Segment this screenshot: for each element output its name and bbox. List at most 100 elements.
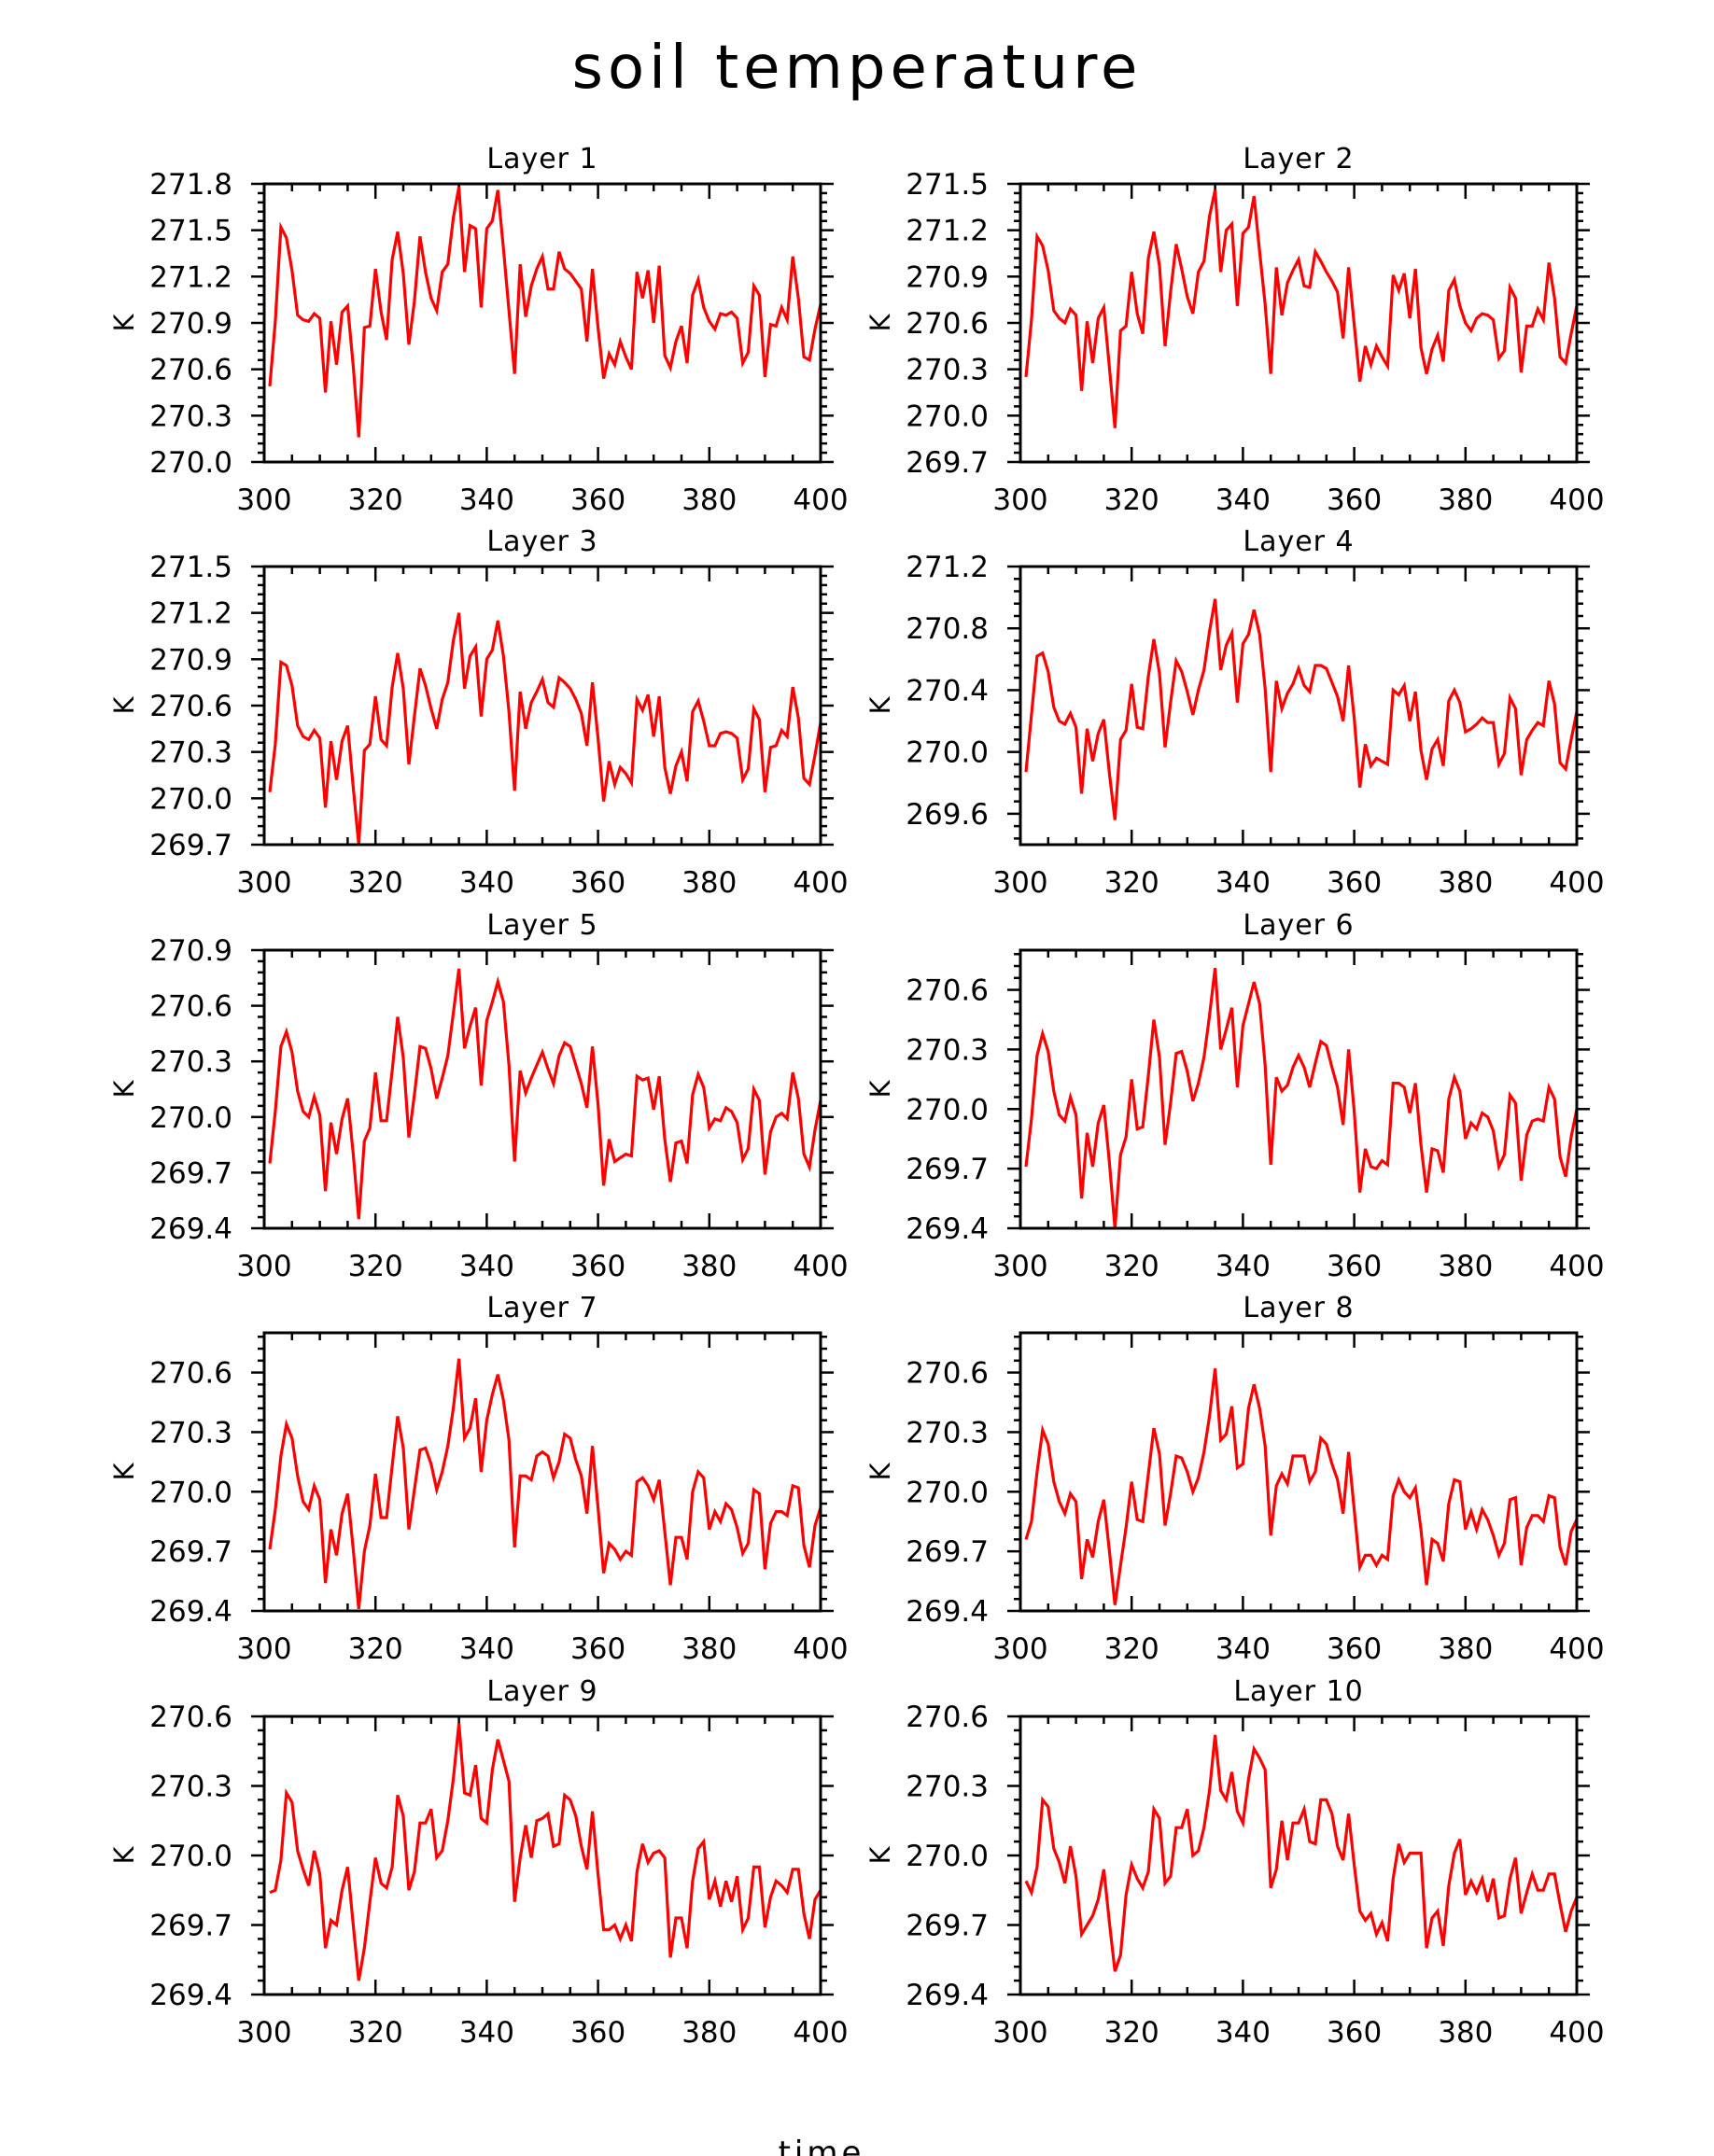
figure-title: soil temperature (572, 34, 1143, 103)
x-tick-label: 400 (1549, 2016, 1604, 2050)
y-tick-label: 269.4 (149, 1212, 232, 1246)
y-tick-label: 270.3 (906, 1033, 989, 1067)
x-tick-label: 320 (1104, 1250, 1159, 1283)
y-tick-label: 270.6 (906, 1701, 989, 1734)
panel-title-4: Layer 4 (1243, 525, 1354, 558)
x-tick-label: 320 (1104, 483, 1159, 517)
x-tick-label: 320 (1104, 866, 1159, 900)
plot-frame-7 (262, 1331, 822, 1613)
chart-panel-7: Layer 7 K 300 320 340 360 380 400 269.4 269.7 270.… (108, 1292, 849, 1666)
y-tick-label: 271.2 (906, 215, 989, 248)
y-tick-label: 270.0 (906, 1093, 989, 1127)
x-tick-label: 380 (1438, 866, 1493, 900)
x-tick-label: 360 (570, 483, 625, 517)
plot-frame-8 (1019, 1331, 1579, 1613)
x-tick-label: 300 (992, 2016, 1047, 2050)
series-line-layer-1 (268, 187, 822, 438)
y-tick-label: 269.7 (149, 1910, 232, 1943)
y-tick-label: 270.6 (149, 354, 232, 387)
y-tick-label: 270.3 (149, 1771, 232, 1804)
panel-title-1: Layer 1 (486, 143, 597, 175)
series-line-layer-6 (1024, 968, 1579, 1229)
x-tick-label: 400 (793, 1250, 848, 1283)
chart-panels: Layer 1 K 300 320 340 360 380 400 270.0 270.3 270.… (108, 143, 1605, 2050)
y-tick-label: 270.0 (149, 1101, 232, 1135)
x-tick-label: 320 (348, 866, 403, 900)
series-line-layer-8 (1024, 1368, 1579, 1605)
x-tick-label: 340 (1215, 483, 1271, 517)
y-tick-label: 270.3 (906, 354, 989, 387)
y-tick-label: 270.9 (149, 643, 232, 677)
y-tick-label: 270.6 (149, 1701, 232, 1734)
y-tick-label: 270.6 (906, 307, 989, 341)
x-tick-label: 380 (1438, 483, 1493, 517)
y-tick-label: 270.0 (906, 399, 989, 433)
figure-x-axis-label: time (779, 2135, 865, 2156)
y-tick-label: 270.3 (906, 1416, 989, 1449)
x-tick-label: 400 (1549, 866, 1604, 900)
x-tick-label: 360 (570, 1632, 625, 1666)
x-tick-label: 340 (1215, 1250, 1271, 1283)
x-tick-label: 340 (459, 2016, 514, 2050)
y-tick-label: 271.2 (149, 597, 232, 631)
chart-panel-9: Layer 9 K 300 320 340 360 380 400 269.4 269.7 270.… (108, 1675, 849, 2050)
x-tick-label: 360 (570, 1250, 625, 1283)
plot-frame-9 (262, 1715, 822, 1996)
x-tick-label: 320 (348, 1632, 403, 1666)
x-tick-label: 380 (681, 1632, 737, 1666)
x-tick-label: 340 (459, 1250, 514, 1283)
y-axis-label-3: K (108, 696, 140, 715)
y-tick-label: 269.4 (149, 1595, 232, 1629)
y-tick-label: 270.8 (906, 612, 989, 646)
plot-frame-1 (262, 182, 822, 464)
y-tick-label: 269.7 (149, 1156, 232, 1190)
x-tick-label: 340 (459, 483, 514, 517)
x-tick-label: 340 (459, 866, 514, 900)
x-tick-label: 300 (992, 866, 1047, 900)
y-axis-label-9: K (108, 1846, 140, 1865)
y-axis-label-8: K (864, 1463, 896, 1481)
y-tick-label: 270.0 (906, 1476, 989, 1509)
series-line-layer-7 (268, 1358, 822, 1610)
x-tick-label: 360 (1327, 1250, 1382, 1283)
chart-panel-3: Layer 3 K 300 320 340 360 380 400 269.7 270.0 270.… (108, 525, 849, 900)
y-axis-label-1: K (108, 314, 140, 332)
series-line-layer-9 (269, 1723, 822, 1981)
y-tick-label: 270.6 (149, 1357, 232, 1391)
x-tick-label: 400 (793, 1632, 848, 1666)
x-tick-label: 400 (793, 483, 848, 517)
x-tick-label: 400 (1549, 1632, 1604, 1666)
x-tick-label: 380 (681, 483, 737, 517)
y-tick-label: 270.4 (906, 674, 989, 707)
panel-title-6: Layer 6 (1243, 909, 1354, 942)
panel-title-9: Layer 9 (486, 1675, 597, 1708)
x-tick-label: 340 (1215, 2016, 1271, 2050)
series-line-layer-3 (268, 612, 822, 846)
y-tick-label: 270.9 (149, 307, 232, 341)
x-tick-label: 300 (236, 1250, 291, 1283)
x-tick-label: 320 (1104, 1632, 1159, 1666)
x-tick-label: 360 (1327, 866, 1382, 900)
plot-frame-2 (1019, 182, 1579, 464)
y-tick-label: 270.0 (149, 782, 232, 816)
panel-title-5: Layer 5 (486, 909, 597, 942)
chart-panel-4: Layer 4 K 300 320 340 360 380 400 269.6 270.0 270.… (864, 525, 1605, 900)
chart-panel-5: Layer 5 K 300 320 340 360 380 400 269.4 269.7 270.… (108, 909, 849, 1283)
y-tick-label: 269.7 (906, 1153, 989, 1186)
y-tick-label: 270.6 (149, 690, 232, 723)
y-tick-label: 270.3 (149, 399, 232, 433)
y-tick-label: 271.5 (149, 215, 232, 248)
y-tick-label: 269.7 (906, 1910, 989, 1943)
x-tick-label: 360 (1327, 483, 1382, 517)
y-tick-label: 271.5 (906, 168, 989, 202)
y-tick-label: 270.3 (149, 1045, 232, 1079)
x-tick-label: 300 (236, 483, 291, 517)
x-tick-label: 400 (1549, 483, 1604, 517)
y-axis-label-5: K (108, 1080, 140, 1099)
panel-title-8: Layer 8 (1243, 1292, 1354, 1324)
y-tick-label: 270.3 (149, 736, 232, 770)
chart-panel-1: Layer 1 K 300 320 340 360 380 400 270.0 270.3 270.… (108, 143, 849, 517)
series-line-layer-10 (1024, 1734, 1579, 1972)
y-axis-label-2: K (864, 314, 896, 332)
